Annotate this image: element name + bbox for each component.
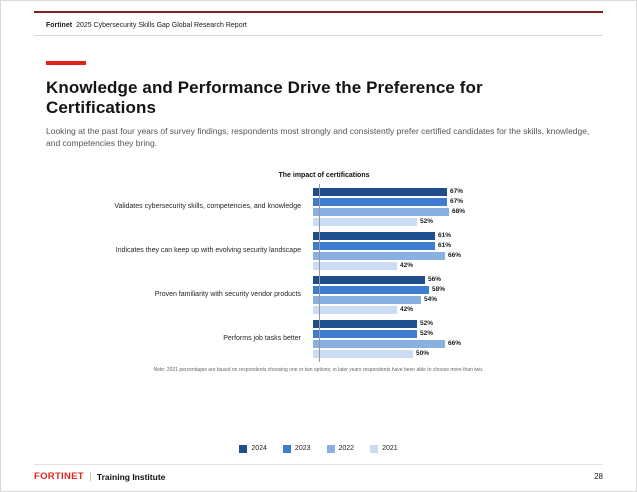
value-label: 66% [448,340,462,348]
fortinet-logo: FORTINET [34,471,84,482]
bar-line: 52% [313,329,461,338]
bar-2021 [313,305,397,314]
bar-2022 [313,339,445,348]
value-label: 52% [420,218,434,226]
bar-line: 52% [313,217,465,226]
bar-2023 [313,197,447,206]
legend-label: 2023 [294,445,311,453]
bar-2023 [313,329,417,338]
value-label: 61% [438,232,452,240]
page-subtitle: Looking at the past four years of survey… [46,126,590,149]
value-label: 52% [420,330,434,338]
page-footer: FORTINET Training Institute 28 [34,464,603,482]
legend-label: 2022 [338,445,355,453]
chart-legend: 2024 2023 2022 2021 [1,444,636,453]
bar-line: 50% [313,349,461,358]
bar-2024 [313,231,435,240]
legend-item-2022: 2022 [326,444,355,453]
value-label: 54% [424,296,438,304]
top-accent-rule [34,11,603,13]
training-institute-label: Training Institute [96,471,166,482]
value-label: 61% [438,242,452,250]
bar-2024 [313,275,425,284]
legend-label: 2021 [382,445,398,453]
bar-line: 67% [313,197,465,206]
value-label: 66% [448,252,462,260]
bar-group: 52% 52% 66% 50% [310,319,462,358]
bar-line: 56% [313,275,445,284]
bar-2021 [313,261,397,270]
legend-item-2024: 2024 [239,444,267,453]
bar-group: 56% 58% 54% 42% [310,275,446,314]
value-label: 67% [450,198,464,206]
bar-line: 58% [313,285,446,294]
bar-2024 [313,319,417,328]
legend-item-2021: 2021 [370,444,398,453]
report-title: 2025 Cybersecurity Skills Gap Global Res… [76,22,247,29]
chart-category-group: Validates cybersecurity skills, competen… [46,187,526,226]
report-header: Fortinet 2025 Cybersecurity Skills Gap G… [46,22,603,29]
category-label: Performs job tasks better [223,335,301,343]
category-label: Validates cybersecurity skills, competen… [114,203,301,211]
bar-2023 [313,241,435,250]
bar-line: 66% [313,339,462,348]
chart-category-group: Proven familiarity with security vendor … [46,275,526,314]
bar-line: 52% [313,319,461,328]
bar-2021 [313,217,417,226]
value-label: 50% [416,350,430,358]
title-accent-dash [46,61,86,65]
value-label: 52% [420,320,434,328]
value-label: 56% [428,276,442,284]
chart-note: Note: 2021 percentages are based on resp… [153,366,484,373]
legend-swatch [370,444,379,453]
legend-label: 2024 [251,445,267,453]
bar-line: 66% [313,251,462,260]
bar-2021 [313,349,413,358]
value-label: 67% [450,188,464,196]
chart-title: The impact of certifications [278,171,370,179]
bar-group: 67% 67% 68% 52% [310,187,466,226]
bar-line: 42% [313,261,461,270]
value-label: 68% [452,208,466,216]
chart-category-group: Performs job tasks better 52% 52% 66% 50% [46,319,526,358]
bar-group: 61% 61% 66% 42% [310,231,462,270]
bar-line: 61% [313,241,461,250]
bar-2022 [313,295,421,304]
footer-divider [89,472,91,481]
bar-line: 42% [313,305,445,314]
value-label: 58% [432,286,446,294]
chart-category-group: Indicates they can keep up with evolving… [46,231,526,270]
legend-swatch [239,444,248,453]
value-label: 42% [400,306,414,314]
page-title: Knowledge and Performance Drive the Pref… [46,78,483,117]
category-label: Proven familiarity with security vendor … [154,291,301,299]
bar-line: 54% [313,295,445,304]
bar-2024 [313,187,447,196]
legend-item-2023: 2023 [282,444,311,453]
bar-chart: The impact of certifications Validates c… [46,171,526,362]
chart-body: Validates cybersecurity skills, competen… [46,183,526,362]
category-label: Indicates they can keep up with evolving… [115,247,301,255]
value-label: 42% [400,262,414,270]
bar-line: 61% [313,231,461,240]
legend-swatch [326,444,335,453]
legend-swatch [282,444,291,453]
chart-rows: Validates cybersecurity skills, competen… [46,187,526,358]
bar-line: 67% [313,187,465,196]
bar-2022 [313,207,449,216]
bar-2023 [313,285,429,294]
bar-line: 68% [313,207,466,216]
bar-2022 [313,251,445,260]
page-number: 28 [594,472,603,481]
axis-line [319,183,320,362]
header-divider [34,35,603,36]
brand-name: Fortinet [46,22,73,29]
